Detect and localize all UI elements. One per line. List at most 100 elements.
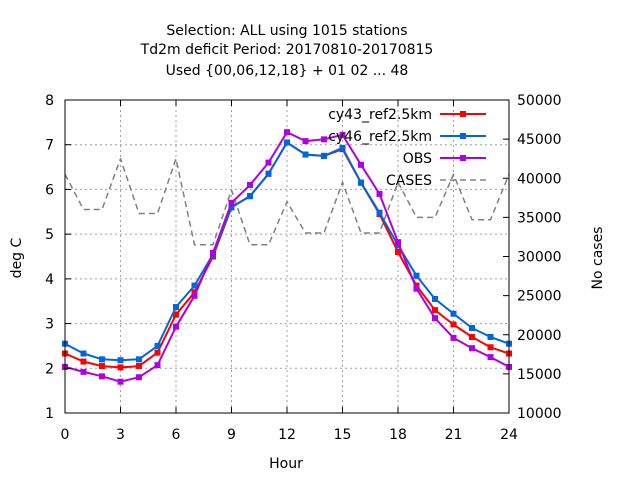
y-axis-label: deg C xyxy=(9,237,25,278)
y-tick-label: 1 xyxy=(45,406,54,422)
data-point-cy46-ref2-5km xyxy=(450,310,457,317)
legend-marker-cy43-ref2-5km xyxy=(460,111,466,117)
legend-marker-cy46-ref2-5km xyxy=(460,133,466,139)
chart-title-line-3: Used {00,06,12,18} + 01 02 ... 48 xyxy=(166,63,409,79)
data-point-obs xyxy=(173,323,179,330)
data-point-cy43-ref2-5km xyxy=(173,311,179,318)
data-point-cy43-ref2-5km xyxy=(154,349,161,356)
x-tick-label: 0 xyxy=(61,427,70,443)
data-point-obs xyxy=(321,136,327,143)
x-tick-label: 21 xyxy=(445,427,463,443)
x-tick-label: 12 xyxy=(278,427,296,443)
ticks: 0 3 6 9 12 15 18 21 2412345678100001500020000250… xyxy=(45,93,561,443)
data-point-obs xyxy=(136,374,142,381)
data-point-cy46-ref2-5km xyxy=(136,356,142,363)
data-point-obs xyxy=(265,159,272,166)
data-point-cy46-ref2-5km xyxy=(284,139,290,146)
x-tick-label: 3 xyxy=(116,427,125,443)
data-point-cy46-ref2-5km xyxy=(247,193,253,200)
y2-tick-label: 40000 xyxy=(517,171,562,187)
series-line-cases xyxy=(64,157,510,246)
y2-tick-label: 10000 xyxy=(517,406,562,422)
data-point-obs xyxy=(469,345,475,352)
data-point-cy46-ref2-5km xyxy=(99,356,105,363)
data-point-cy43-ref2-5km xyxy=(136,363,142,370)
data-point-obs xyxy=(247,181,253,188)
data-point-cy43-ref2-5km xyxy=(432,307,438,314)
data-point-obs xyxy=(358,161,364,168)
data-point-cy46-ref2-5km xyxy=(339,144,346,151)
data-point-cy46-ref2-5km xyxy=(228,204,235,211)
data-point-obs xyxy=(80,368,87,375)
data-point-cy43-ref2-5km xyxy=(80,358,87,365)
x-axis-label: Hour xyxy=(269,456,303,472)
x-tick-label: 15 xyxy=(334,427,352,443)
data-point-obs xyxy=(210,249,216,256)
y-tick-label: 6 xyxy=(45,182,54,198)
legend: cy43_ref2.5km cy46_ref2.5km OBS CASES xyxy=(328,107,486,189)
y2-tick-label: 15000 xyxy=(517,367,562,383)
data-point-cy46-ref2-5km xyxy=(265,170,272,177)
y2-tick-label: 45000 xyxy=(517,132,562,148)
x-tick-label: 9 xyxy=(227,427,236,443)
data-point-obs xyxy=(99,373,105,380)
data-point-cy43-ref2-5km xyxy=(191,289,198,296)
data-point-obs xyxy=(228,199,235,206)
data-point-cy46-ref2-5km xyxy=(432,295,438,302)
data-point-cy46-ref2-5km xyxy=(117,357,124,364)
data-point-cy46-ref2-5km xyxy=(302,151,309,158)
data-point-obs xyxy=(450,334,457,341)
data-point-obs xyxy=(191,292,198,299)
data-point-obs xyxy=(376,190,383,197)
x-tick-label: 24 xyxy=(500,427,518,443)
data-point-cy46-ref2-5km xyxy=(487,333,494,340)
data-point-cy46-ref2-5km xyxy=(469,325,475,332)
data-point-obs xyxy=(413,285,420,292)
data-point-cy43-ref2-5km xyxy=(487,344,494,351)
legend-label-obs: OBS xyxy=(403,151,432,167)
y-tick-label: 2 xyxy=(45,361,54,377)
y2-tick-label: 35000 xyxy=(517,210,562,226)
chart-title-line-2: Td2m deficit Period: 20170810-20170815 xyxy=(140,42,434,58)
y2-tick-label: 50000 xyxy=(517,93,562,109)
data-point-cy46-ref2-5km xyxy=(80,350,87,357)
data-point-obs xyxy=(117,378,124,385)
y-tick-label: 3 xyxy=(45,317,54,333)
y-tick-label: 5 xyxy=(45,227,54,243)
data-point-cy43-ref2-5km xyxy=(99,363,105,370)
legend-marker-obs xyxy=(460,155,466,161)
data-point-cy43-ref2-5km xyxy=(413,282,420,289)
y2-tick-label: 20000 xyxy=(517,328,562,344)
data-point-cy46-ref2-5km xyxy=(395,242,401,249)
y-tick-label: 7 xyxy=(45,138,54,154)
x-tick-label: 6 xyxy=(172,427,181,443)
data-point-cy46-ref2-5km xyxy=(154,342,161,349)
y-tick-label: 4 xyxy=(45,272,54,288)
data-point-cy46-ref2-5km xyxy=(376,209,383,216)
data-point-obs xyxy=(395,239,401,246)
data-point-obs xyxy=(154,362,161,369)
data-point-cy43-ref2-5km xyxy=(450,321,457,328)
data-point-obs xyxy=(487,354,494,361)
data-point-obs xyxy=(339,131,346,138)
y2-axis-label: No cases xyxy=(590,227,606,290)
data-point-cy46-ref2-5km xyxy=(191,282,198,289)
y2-tick-label: 30000 xyxy=(517,250,562,266)
data-point-cy46-ref2-5km xyxy=(321,152,327,159)
legend-label-cy43-ref2-5km: cy43_ref2.5km xyxy=(328,107,432,123)
data-point-cy46-ref2-5km xyxy=(413,272,420,279)
chart-title-line-1: Selection: ALL using 1015 stations xyxy=(166,23,407,39)
data-point-cy46-ref2-5km xyxy=(173,304,179,311)
y-tick-label: 8 xyxy=(45,93,54,109)
x-tick-label: 18 xyxy=(389,427,407,443)
data-point-cy43-ref2-5km xyxy=(395,249,401,256)
y2-tick-label: 25000 xyxy=(517,289,562,305)
data-point-cy43-ref2-5km xyxy=(117,364,124,371)
data-point-cy46-ref2-5km xyxy=(358,179,364,186)
legend-label-cases: CASES xyxy=(386,173,432,189)
legend-label-cy46-ref2-5km: cy46_ref2.5km xyxy=(328,129,432,145)
data-point-obs xyxy=(284,129,290,136)
